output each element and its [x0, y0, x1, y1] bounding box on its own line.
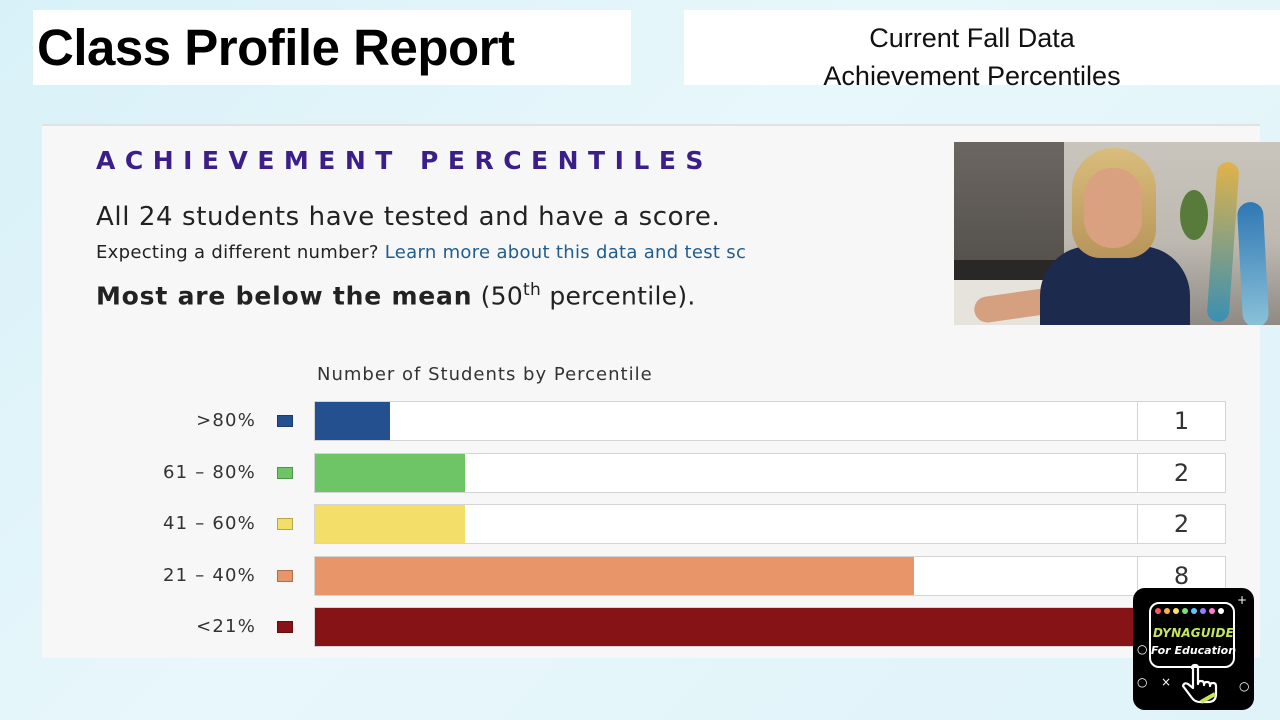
mean-bold-text: Most are below the mean — [96, 281, 473, 311]
report-title-banner: Class Profile Report — [33, 10, 631, 85]
chart-category-label: 61 – 80% — [163, 461, 256, 483]
logo-name: DYNAGUIDE — [1152, 626, 1235, 640]
logo-dot — [1200, 608, 1206, 614]
logo-dots — [1155, 608, 1231, 618]
logo-dot — [1164, 608, 1170, 614]
dynaguide-logo: DYNAGUIDE For Education + ○ × ○ ○ — [1133, 588, 1254, 710]
logo-dot — [1218, 608, 1224, 614]
chart-bar-track: 2 — [314, 504, 1226, 544]
chart-bar-track: 8 — [314, 555, 1226, 596]
report-title: Class Profile Report — [37, 19, 515, 76]
pointing-hand-icon — [1181, 663, 1218, 704]
subtitle-line-2: Achievement Percentiles — [823, 61, 1121, 91]
logo-dot — [1155, 608, 1161, 614]
chart-legend-swatch — [277, 518, 293, 530]
sparkle-icon: ○ — [1137, 642, 1148, 656]
report-subtitle-banner: Current Fall Data Achievement Percentile… — [684, 10, 1280, 91]
mean-superscript: th — [523, 280, 542, 300]
video-surfboard-1 — [1206, 161, 1240, 323]
mean-statement: Most are below the mean (50th percentile… — [96, 280, 696, 310]
expect-note: Expecting a different number? Learn more… — [96, 242, 746, 263]
sparkle-icon: × — [1161, 675, 1172, 689]
video-plant — [1180, 190, 1208, 240]
chart-category-label: >80% — [196, 410, 256, 431]
chart-category-label: 41 – 60% — [163, 513, 256, 534]
subtitle-line-1: Current Fall Data — [869, 23, 1075, 53]
chart-row: <21% — [42, 607, 1260, 649]
chart-legend-swatch — [277, 415, 293, 427]
learn-more-link[interactable]: Learn more about this data and test sc — [384, 242, 747, 263]
sparkle-icon: ○ — [1239, 679, 1250, 693]
chart-value-label: 2 — [1137, 505, 1225, 543]
chart-value-label: 8 — [1137, 556, 1225, 595]
logo-dot — [1191, 608, 1197, 614]
sparkle-icon: ○ — [1137, 675, 1148, 689]
chart-bar — [315, 505, 465, 543]
chart-legend-swatch — [277, 621, 293, 633]
presenter-video — [954, 142, 1280, 325]
logo-tagline: For Education — [1150, 644, 1237, 657]
logo-dot — [1173, 608, 1179, 614]
chart-bar-track: 2 — [314, 452, 1226, 493]
chart-bar — [315, 556, 915, 595]
chart-category-label: <21% — [196, 616, 256, 637]
chart-row: 21 – 40% 8 — [42, 555, 1260, 598]
logo-dot — [1209, 608, 1215, 614]
chart-bar — [315, 402, 390, 440]
chart-bar-track — [314, 607, 1227, 647]
chart-value-label: 1 — [1137, 402, 1225, 440]
section-heading: ACHIEVEMENT PERCENTILES — [96, 146, 713, 175]
chart-bar-track: 1 — [314, 401, 1226, 441]
chart-row: 41 – 60% 2 — [42, 504, 1260, 546]
logo-dot — [1182, 608, 1188, 614]
chart-bar — [315, 453, 465, 492]
chart-row: 61 – 80% 2 — [42, 452, 1260, 495]
chart-category-label: 21 – 40% — [163, 564, 256, 586]
chart-value-label: 2 — [1137, 453, 1225, 492]
chart-row: >80% 1 — [42, 401, 1260, 443]
tested-summary: All 24 students have tested and have a s… — [96, 202, 721, 232]
chart-legend-swatch — [277, 466, 293, 479]
sparkle-icon: + — [1237, 593, 1248, 607]
mean-close-text: percentile). — [549, 281, 696, 311]
mean-open-text: (50 — [480, 281, 524, 311]
chart-legend-swatch — [277, 569, 293, 582]
chart-title: Number of Students by Percentile — [317, 364, 653, 385]
expect-prefix: Expecting a different number? — [96, 242, 379, 263]
chart-bar — [315, 608, 1227, 646]
video-presenter-face — [1084, 168, 1142, 248]
video-presenter-shirt — [1040, 246, 1190, 325]
video-surfboard-2 — [1236, 201, 1270, 325]
